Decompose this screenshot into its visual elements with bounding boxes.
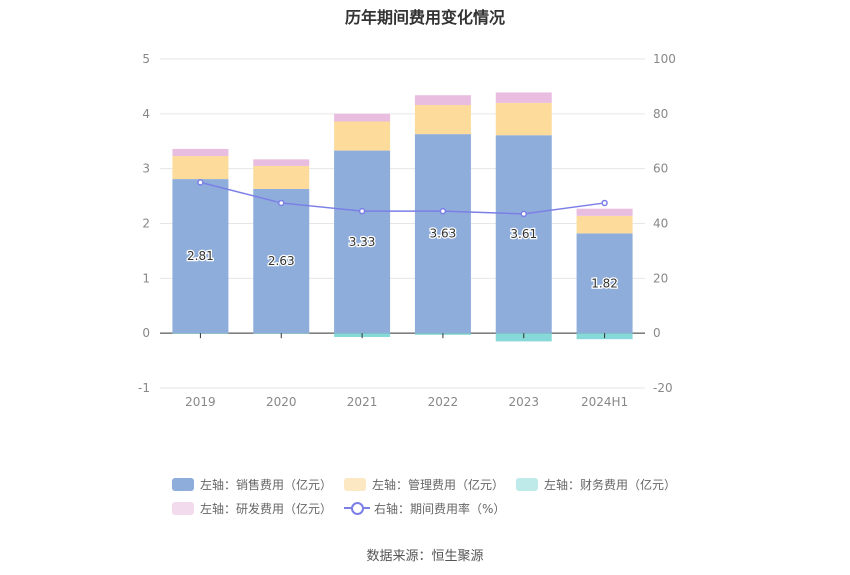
rate-line: [200, 181, 605, 215]
bar-segment: [495, 102, 552, 136]
x-tick-label: 2023: [508, 395, 539, 409]
right-tick-label: 80: [653, 107, 668, 121]
bar-data-label: 3.61: [510, 227, 537, 241]
legend-label-sales: 左轴：销售费用（亿元）: [200, 477, 333, 492]
legend-swatch-sales: [172, 477, 194, 491]
rate-point: [601, 199, 608, 207]
left-tick-label: 2: [142, 217, 150, 231]
rate-point: [520, 210, 527, 218]
bar-data-label: 2.63: [268, 254, 295, 268]
rate-point: [197, 179, 204, 186]
legend-swatch-admin: [344, 477, 366, 491]
right-tick-label: 40: [653, 217, 668, 231]
bar-segment: [253, 159, 310, 166]
bar-data-label: 3.63: [430, 227, 457, 241]
bar-data-label: 3.33: [349, 235, 376, 249]
right-tick-label: 0: [653, 326, 661, 340]
legend-label-finance: 左轴：财务费用（亿元）: [544, 477, 677, 492]
x-tick-label: 2019: [185, 395, 216, 409]
legend-swatch-finance: [516, 477, 538, 491]
x-tick-label: 2020: [266, 395, 297, 409]
legend-swatch-rate: [344, 501, 370, 515]
right-tick-label: 20: [653, 271, 668, 285]
bar-segment: [172, 148, 229, 157]
bar-segment: [576, 215, 633, 234]
rate-point: [358, 207, 366, 215]
legend-label-rnd: 左轴：研发费用（亿元）: [200, 501, 333, 516]
bar-segment: [576, 233, 633, 334]
left-tick-label: 3: [142, 162, 150, 176]
bar-segment: [414, 134, 471, 334]
right-tick-label: -20: [653, 381, 673, 395]
bar-segment: [253, 165, 310, 189]
x-tick-label: 2021: [347, 395, 378, 409]
legend-item-admin[interactable]: 左轴：管理费用（亿元）: [344, 476, 516, 493]
bar-segment: [576, 208, 633, 216]
legend-swatch-rnd: [172, 501, 194, 515]
left-tick-label: 4: [142, 107, 150, 121]
chart-title: 历年期间费用变化情况: [344, 8, 505, 27]
bar-segment: [495, 135, 552, 334]
bar-data-label: 2.81: [187, 249, 214, 263]
rate-point: [439, 207, 447, 215]
bar-segment: [414, 95, 471, 106]
data-source: 数据来源：恒生聚源: [366, 549, 484, 564]
left-tick-label: 1: [142, 271, 150, 285]
bar-segment: [495, 92, 552, 103]
legend-item-rnd[interactable]: 左轴：研发费用（亿元）: [172, 500, 344, 517]
right-tick-label: 100: [653, 52, 676, 66]
bar-segment: [253, 188, 310, 334]
bar-segment: [414, 105, 471, 135]
legend-label-rate: 右轴：期间费用率（%）: [374, 501, 506, 516]
chart-plot: -1 0 1 2 3 4 5 -20 0 20 40 60 80 100 2019 2020 2021 2022 2…: [138, 52, 676, 409]
bar-segment: [334, 121, 391, 151]
legend-item-rate[interactable]: 右轴：期间费用率（%）: [344, 500, 516, 517]
legend-label-admin: 左轴：管理费用（亿元）: [372, 477, 505, 492]
legend-item-sales[interactable]: 左轴：销售费用（亿元）: [172, 476, 344, 493]
chart-legend: 左轴：销售费用（亿元） 左轴：管理费用（亿元） 左轴：财务费用（亿元） 左轴：研…: [172, 472, 732, 520]
x-tick-label: 2024H1: [581, 395, 628, 409]
bar-segment: [172, 179, 229, 334]
legend-item-finance[interactable]: 左轴：财务费用（亿元）: [516, 476, 688, 493]
left-tick-label: -1: [138, 381, 150, 395]
bar-segment: [334, 150, 391, 334]
x-tick-label: 2022: [428, 395, 459, 409]
bar-segment: [172, 156, 229, 180]
left-tick-label: 5: [142, 52, 150, 66]
right-tick-label: 60: [653, 162, 668, 176]
left-tick-label: 0: [142, 326, 150, 340]
bar-segment: [334, 113, 391, 122]
rate-point: [278, 199, 285, 207]
bar-data-label: 1.82: [591, 276, 618, 290]
